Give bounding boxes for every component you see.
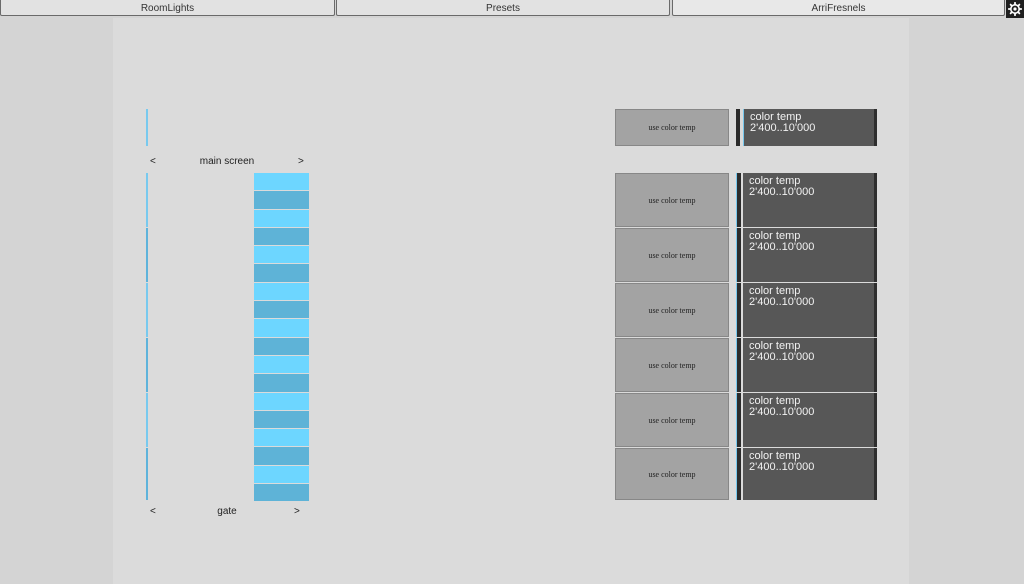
control-range: 2'400..10'000 — [749, 406, 815, 418]
control-range: 2'400..10'000 — [749, 186, 815, 198]
color-temp-control[interactable]: color temp 2'400..10'000 — [743, 393, 877, 447]
control-range: 2'400..10'000 — [749, 241, 815, 253]
control-title: color temp — [749, 230, 801, 242]
control-range: 2'400..10'000 — [749, 296, 815, 308]
color-cell[interactable] — [254, 355, 309, 374]
color-cell[interactable] — [254, 301, 309, 319]
gear-icon — [1008, 2, 1022, 16]
control-range: 2'400..10'000 — [749, 461, 815, 473]
tab-bar: RoomLights Presets ArriFresnels — [0, 0, 1024, 18]
prev-gate-button[interactable]: < — [150, 506, 156, 517]
channel-indicator-bar — [146, 228, 148, 282]
color-cell[interactable] — [254, 465, 309, 484]
use-color-temp-button[interactable]: use color temp — [615, 448, 729, 500]
channel-indicator-bar — [146, 338, 148, 392]
tab-arrifresnels[interactable]: ArriFresnels — [672, 0, 1005, 16]
control-title: color temp — [749, 450, 801, 462]
control-title: color temp — [749, 395, 801, 407]
main-screen-nav: main screen < > — [148, 156, 306, 168]
control-title: color temp — [749, 340, 801, 352]
color-cell[interactable] — [254, 227, 309, 246]
use-color-temp-button[interactable]: use color temp — [615, 173, 729, 227]
tab-roomlights[interactable]: RoomLights — [0, 0, 335, 16]
divider — [736, 283, 741, 337]
color-cell[interactable] — [254, 282, 309, 301]
settings-button[interactable] — [1006, 0, 1024, 18]
tab-presets[interactable]: Presets — [336, 0, 670, 16]
color-cell[interactable] — [254, 209, 309, 227]
color-temp-control[interactable]: color temp 2'400..10'000 — [743, 109, 877, 146]
use-color-temp-button[interactable]: use color temp — [615, 109, 729, 146]
divider — [736, 228, 741, 282]
top-indicator-bar — [146, 109, 148, 146]
color-cell[interactable] — [254, 191, 309, 209]
color-cell[interactable] — [254, 429, 309, 447]
control-title: color temp — [750, 111, 802, 123]
color-cell[interactable] — [254, 264, 309, 282]
channel-indicator-bar — [146, 448, 148, 500]
next-gate-button[interactable]: > — [294, 506, 300, 517]
color-cell[interactable] — [254, 173, 309, 191]
divider — [736, 338, 741, 392]
color-cell[interactable] — [254, 392, 309, 410]
color-cell[interactable] — [254, 246, 309, 264]
use-color-temp-button[interactable]: use color temp — [615, 283, 729, 337]
color-cell[interactable] — [254, 337, 309, 355]
nav-label: gate — [217, 506, 237, 517]
color-cell[interactable] — [254, 447, 309, 465]
color-cell-stack — [254, 173, 309, 502]
color-temp-control[interactable]: color temp 2'400..10'000 — [743, 228, 877, 282]
color-cell[interactable] — [254, 319, 309, 337]
control-range: 2'400..10'000 — [749, 351, 815, 363]
use-color-temp-button[interactable]: use color temp — [615, 228, 729, 282]
control-range: 2'400..10'000 — [750, 122, 816, 134]
control-title: color temp — [749, 285, 801, 297]
color-temp-control[interactable]: color temp 2'400..10'000 — [743, 283, 877, 337]
channel-indicator-bar — [146, 393, 148, 447]
nav-label: main screen — [199, 156, 255, 167]
divider — [736, 173, 741, 227]
color-temp-control[interactable]: color temp 2'400..10'000 — [743, 338, 877, 392]
divider — [736, 448, 741, 500]
next-screen-button[interactable]: > — [298, 156, 304, 167]
control-title: color temp — [749, 175, 801, 187]
color-cell[interactable] — [254, 374, 309, 392]
color-cell[interactable] — [254, 410, 309, 429]
channel-indicator-bar — [146, 173, 148, 227]
use-color-temp-button[interactable]: use color temp — [615, 338, 729, 392]
use-color-temp-button[interactable]: use color temp — [615, 393, 729, 447]
divider — [736, 393, 741, 447]
prev-screen-button[interactable]: < — [150, 156, 156, 167]
color-cell[interactable] — [254, 484, 309, 502]
divider — [736, 109, 740, 146]
color-temp-control[interactable]: color temp 2'400..10'000 — [743, 173, 877, 227]
gate-nav: gate < > — [148, 506, 306, 518]
channel-indicator-bar — [146, 283, 148, 337]
color-temp-control[interactable]: color temp 2'400..10'000 — [743, 448, 877, 500]
